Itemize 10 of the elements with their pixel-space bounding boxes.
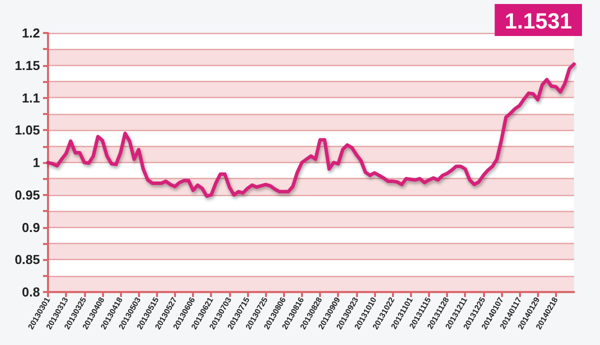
y-tick-label: 1	[32, 155, 40, 170]
y-tick-label: 1.1	[22, 90, 40, 106]
y-tick-label: 0.9	[22, 220, 40, 235]
y-tick-label: 1.05	[14, 122, 40, 138]
y-tick-label: 0.85	[14, 252, 40, 268]
y-tick-label: 1.2	[22, 26, 40, 40]
chart-title: 1.1531	[504, 8, 572, 34]
y-tick-label: 1.15	[14, 58, 40, 73]
y-tick-label: 0.95	[14, 187, 40, 202]
y-tick-label: 0.8	[22, 284, 40, 300]
